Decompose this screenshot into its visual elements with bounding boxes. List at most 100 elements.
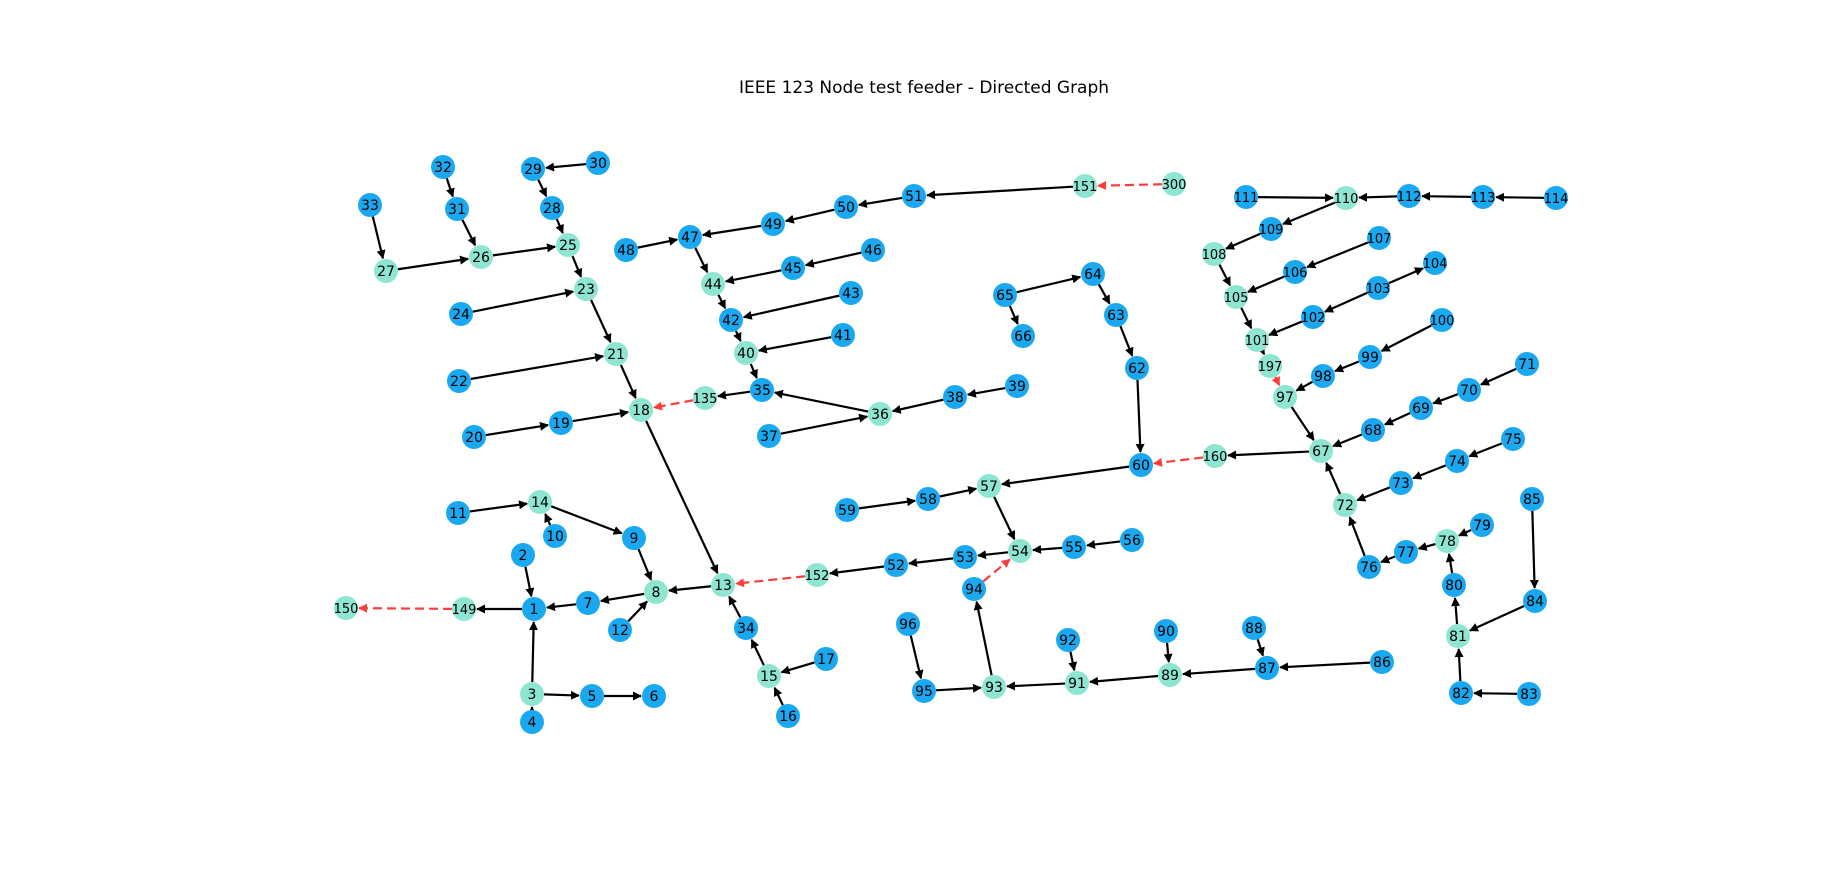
node-57: 57: [977, 474, 1001, 498]
node-circle-135: [693, 386, 717, 410]
node-circle-109: [1259, 217, 1283, 241]
node-150: 150: [334, 596, 358, 620]
node-label-65: 65: [996, 288, 1014, 304]
node-label-69: 69: [1412, 401, 1430, 417]
node-circle-58: [916, 487, 940, 511]
node-label-53: 53: [956, 550, 974, 566]
edge-89-to-91: [1089, 674, 1159, 686]
node-circle-152: [805, 563, 829, 587]
node-9: 9: [622, 526, 646, 550]
edge-16-to-15: [773, 686, 784, 706]
node-label-56: 56: [1123, 533, 1141, 549]
node-circle-49: [761, 212, 785, 236]
node-98: 98: [1311, 364, 1335, 388]
node-label-25: 25: [559, 238, 577, 254]
node-label-106: 106: [1283, 266, 1308, 281]
node-110: 110: [1334, 186, 1358, 210]
edge-17-to-15: [780, 661, 815, 675]
node-label-160: 160: [1203, 450, 1228, 465]
node-label-21: 21: [607, 347, 625, 363]
node-label-70: 70: [1460, 383, 1478, 399]
edge-24-to-23: [472, 288, 575, 313]
node-label-197: 197: [1258, 360, 1283, 375]
node-circle-52: [884, 553, 908, 577]
edge-99-to-98: [1334, 360, 1360, 373]
node-circle-2: [511, 543, 535, 567]
edge-52-to-152: [829, 565, 885, 577]
node-label-5: 5: [588, 689, 597, 705]
node-104: 104: [1423, 251, 1447, 275]
edge-70-to-69: [1432, 393, 1459, 405]
node-70: 70: [1457, 378, 1481, 402]
node-circle-60: [1129, 453, 1153, 477]
edge-71-to-70: [1480, 367, 1517, 386]
node-49: 49: [761, 212, 785, 236]
node-label-62: 62: [1128, 361, 1146, 377]
edge-19-to-18: [572, 408, 630, 423]
node-54: 54: [1008, 539, 1032, 563]
edge-22-to-21: [470, 353, 605, 381]
node-label-88: 88: [1245, 621, 1263, 637]
node-circle-47: [678, 225, 702, 249]
node-label-98: 98: [1314, 369, 1332, 385]
node-20: 20: [462, 425, 486, 449]
edge-18-to-13: [645, 420, 719, 575]
node-circle-110: [1334, 186, 1358, 210]
edge-73-to-72: [1356, 486, 1391, 502]
edge-65-to-64: [1016, 274, 1082, 294]
edge-160-to-60-switch: [1153, 456, 1204, 467]
node-33: 33: [358, 193, 382, 217]
node-circle-36: [868, 402, 892, 426]
node-label-152: 152: [805, 569, 830, 584]
node-circle-160: [1203, 444, 1227, 468]
node-circle-104: [1423, 251, 1447, 275]
node-75: 75: [1501, 427, 1525, 451]
node-circle-24: [449, 302, 473, 326]
node-19: 19: [549, 411, 573, 435]
node-circle-94: [962, 577, 986, 601]
node-label-48: 48: [617, 243, 635, 259]
node-circle-48: [614, 238, 638, 262]
node-99: 99: [1358, 345, 1382, 369]
node-151: 151: [1073, 174, 1097, 198]
node-label-103: 103: [1366, 282, 1391, 297]
node-label-73: 73: [1392, 476, 1410, 492]
edge-103-to-104: [1388, 267, 1424, 285]
node-circle-65: [993, 283, 1017, 307]
node-6: 6: [642, 684, 666, 708]
edge-9-to-8: [637, 548, 653, 581]
edge-80-to-78: [1445, 552, 1455, 574]
node-52: 52: [884, 553, 908, 577]
node-circle-10: [543, 524, 567, 548]
node-58: 58: [916, 487, 940, 511]
edge-75-to-74: [1468, 442, 1503, 458]
node-80: 80: [1442, 573, 1466, 597]
node-circle-23: [574, 277, 598, 301]
edge-53-to-52: [908, 557, 954, 568]
node-13: 13: [711, 573, 735, 597]
edge-14-to-9: [550, 505, 623, 535]
node-71: 71: [1515, 352, 1539, 376]
node-circle-64: [1081, 262, 1105, 286]
node-circle-26: [469, 245, 493, 269]
edge-12-to-8: [627, 600, 648, 623]
node-101: 101: [1245, 328, 1269, 352]
node-circle-59: [835, 498, 859, 522]
node-label-38: 38: [946, 390, 964, 406]
node-label-45: 45: [784, 261, 802, 277]
node-circle-28: [540, 196, 564, 220]
node-40: 40: [734, 341, 758, 365]
node-32: 32: [431, 155, 455, 179]
node-28: 28: [540, 196, 564, 220]
edge-78-to-77: [1417, 542, 1436, 551]
node-circle-91: [1065, 671, 1089, 695]
node-label-97: 97: [1276, 390, 1294, 406]
node-2: 2: [511, 543, 535, 567]
node-38: 38: [943, 385, 967, 409]
node-45: 45: [781, 256, 805, 280]
node-14: 14: [528, 490, 552, 514]
node-circle-63: [1104, 303, 1128, 327]
node-23: 23: [574, 277, 598, 301]
edge-100-to-99: [1380, 324, 1432, 353]
node-circle-71: [1515, 352, 1539, 376]
